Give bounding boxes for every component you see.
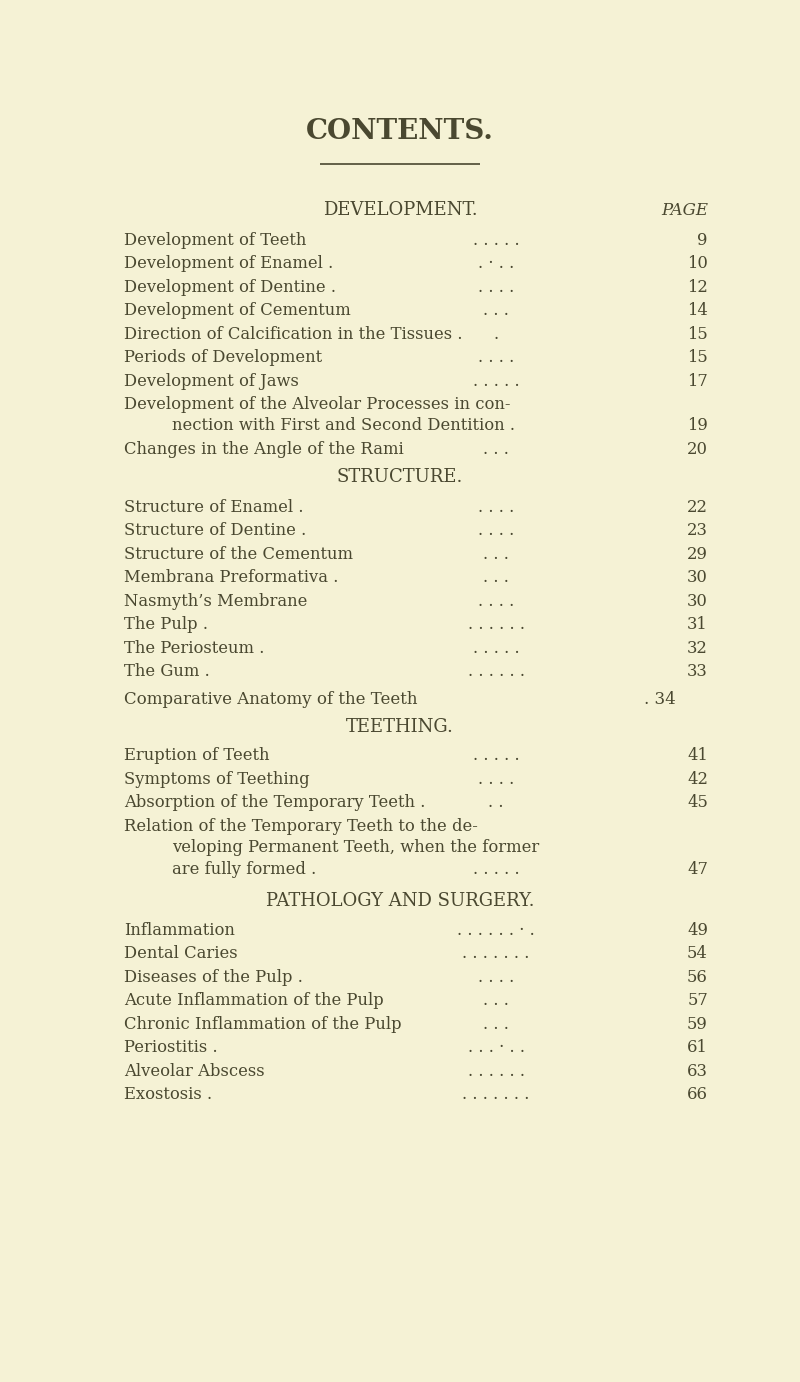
Text: PATHOLOGY AND SURGERY.: PATHOLOGY AND SURGERY.: [266, 891, 534, 911]
Text: Relation of the Temporary Teeth to the de-: Relation of the Temporary Teeth to the d…: [124, 818, 478, 835]
Text: The Periosteum .: The Periosteum .: [124, 640, 264, 656]
Text: Changes in the Angle of the Rami: Changes in the Angle of the Rami: [124, 441, 404, 457]
Text: The Gum .: The Gum .: [124, 663, 210, 680]
Text: . . . . . .: . . . . . .: [467, 1063, 525, 1079]
Text: Development of the Alveolar Processes in con-: Development of the Alveolar Processes in…: [124, 397, 510, 413]
Text: . . .: . . .: [483, 1016, 509, 1032]
Text: Comparative Anatomy of the Teeth: Comparative Anatomy of the Teeth: [124, 691, 418, 708]
Text: 10: 10: [687, 256, 708, 272]
Text: . . . . .: . . . . .: [473, 640, 519, 656]
Text: . . . · . .: . . . · . .: [467, 1039, 525, 1056]
Text: . . .: . . .: [483, 303, 509, 319]
Text: . . . . . .: . . . . . .: [467, 663, 525, 680]
Text: Structure of Dentine .: Structure of Dentine .: [124, 522, 306, 539]
Text: . . . .: . . . .: [478, 771, 514, 788]
Text: 41: 41: [687, 748, 708, 764]
Text: 17: 17: [687, 373, 708, 390]
Text: . . .: . . .: [483, 569, 509, 586]
Text: 29: 29: [687, 546, 708, 562]
Text: . . .: . . .: [483, 546, 509, 562]
Text: Alveolar Abscess: Alveolar Abscess: [124, 1063, 265, 1079]
Text: 30: 30: [687, 593, 708, 609]
Text: Membrana Preformativa .: Membrana Preformativa .: [124, 569, 338, 586]
Text: Structure of Enamel .: Structure of Enamel .: [124, 499, 303, 515]
Text: . . . .: . . . .: [478, 969, 514, 985]
Text: . . . . . .: . . . . . .: [467, 616, 525, 633]
Text: 32: 32: [687, 640, 708, 656]
Text: 56: 56: [687, 969, 708, 985]
Text: Development of Jaws: Development of Jaws: [124, 373, 299, 390]
Text: Chronic Inflammation of the Pulp: Chronic Inflammation of the Pulp: [124, 1016, 402, 1032]
Text: Absorption of the Temporary Teeth .: Absorption of the Temporary Teeth .: [124, 795, 426, 811]
Text: 19: 19: [687, 417, 708, 434]
Text: nection with First and Second Dentition .: nection with First and Second Dentition …: [172, 417, 515, 434]
Text: 47: 47: [687, 861, 708, 878]
Text: 15: 15: [687, 326, 708, 343]
Text: Nasmyth’s Membrane: Nasmyth’s Membrane: [124, 593, 307, 609]
Text: Development of Teeth: Development of Teeth: [124, 232, 306, 249]
Text: 66: 66: [687, 1086, 708, 1103]
Text: Eruption of Teeth: Eruption of Teeth: [124, 748, 270, 764]
Text: 9: 9: [698, 232, 708, 249]
Text: 31: 31: [687, 616, 708, 633]
Text: 45: 45: [687, 795, 708, 811]
Text: . . . . . . .: . . . . . . .: [462, 1086, 530, 1103]
Text: . . . . .: . . . . .: [473, 232, 519, 249]
Text: .: .: [494, 326, 498, 343]
Text: 23: 23: [687, 522, 708, 539]
Text: . . . . .: . . . . .: [473, 373, 519, 390]
Text: . 34: . 34: [644, 691, 676, 708]
Text: . . . .: . . . .: [478, 499, 514, 515]
Text: 12: 12: [687, 279, 708, 296]
Text: The Pulp .: The Pulp .: [124, 616, 208, 633]
Text: Dental Caries: Dental Caries: [124, 945, 238, 962]
Text: 59: 59: [687, 1016, 708, 1032]
Text: 30: 30: [687, 569, 708, 586]
Text: STRUCTURE.: STRUCTURE.: [337, 467, 463, 486]
Text: Inflammation: Inflammation: [124, 922, 235, 938]
Text: 22: 22: [687, 499, 708, 515]
Text: Acute Inflammation of the Pulp: Acute Inflammation of the Pulp: [124, 992, 384, 1009]
Text: . .: . .: [488, 795, 504, 811]
Text: CONTENTS.: CONTENTS.: [306, 117, 494, 145]
Text: 42: 42: [687, 771, 708, 788]
Text: Direction of Calcification in the Tissues .: Direction of Calcification in the Tissue…: [124, 326, 462, 343]
Text: Diseases of the Pulp .: Diseases of the Pulp .: [124, 969, 303, 985]
Text: . · . .: . · . .: [478, 256, 514, 272]
Text: 57: 57: [687, 992, 708, 1009]
Text: . . . .: . . . .: [478, 522, 514, 539]
Text: 14: 14: [687, 303, 708, 319]
Text: 20: 20: [687, 441, 708, 457]
Text: 49: 49: [687, 922, 708, 938]
Text: 63: 63: [687, 1063, 708, 1079]
Text: . . . . .: . . . . .: [473, 861, 519, 878]
Text: TEETHING.: TEETHING.: [346, 717, 454, 737]
Text: . . . .: . . . .: [478, 350, 514, 366]
Text: Symptoms of Teething: Symptoms of Teething: [124, 771, 310, 788]
Text: . . . .: . . . .: [478, 279, 514, 296]
Text: . . .: . . .: [483, 992, 509, 1009]
Text: . . . . . . .: . . . . . . .: [462, 945, 530, 962]
Text: DEVELOPMENT.: DEVELOPMENT.: [322, 200, 478, 220]
Text: 15: 15: [687, 350, 708, 366]
Text: Structure of the Cementum: Structure of the Cementum: [124, 546, 353, 562]
Text: Development of Cementum: Development of Cementum: [124, 303, 350, 319]
Text: . . . . .: . . . . .: [473, 748, 519, 764]
Text: 33: 33: [687, 663, 708, 680]
Text: Exostosis .: Exostosis .: [124, 1086, 212, 1103]
Text: Periods of Development: Periods of Development: [124, 350, 322, 366]
Text: veloping Permanent Teeth, when the former: veloping Permanent Teeth, when the forme…: [172, 839, 539, 855]
Text: . . . .: . . . .: [478, 593, 514, 609]
Text: are fully formed .: are fully formed .: [172, 861, 316, 878]
Text: 54: 54: [687, 945, 708, 962]
Text: Development of Enamel .: Development of Enamel .: [124, 256, 334, 272]
Text: . . . . . . · .: . . . . . . · .: [457, 922, 535, 938]
Text: PAGE: PAGE: [661, 202, 708, 218]
Text: 61: 61: [687, 1039, 708, 1056]
Text: Development of Dentine .: Development of Dentine .: [124, 279, 336, 296]
Text: Periostitis .: Periostitis .: [124, 1039, 218, 1056]
Text: . . .: . . .: [483, 441, 509, 457]
